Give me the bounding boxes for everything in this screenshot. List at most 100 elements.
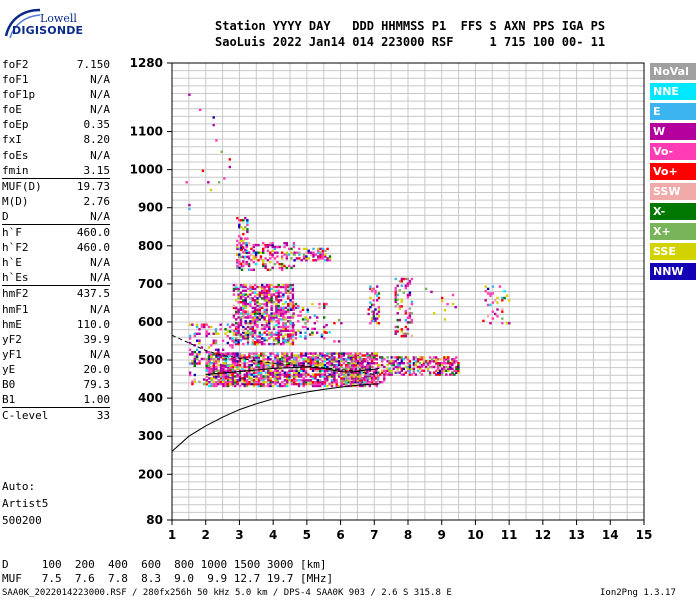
- echo-point: [373, 352, 376, 355]
- echo-point: [508, 299, 511, 302]
- echo-point: [260, 375, 263, 378]
- echo-point: [208, 354, 211, 357]
- echo-point: [270, 312, 273, 315]
- echo-point: [265, 293, 269, 296]
- echo-point: [268, 331, 271, 334]
- echo-point: [404, 334, 407, 338]
- echo-point: [237, 312, 240, 315]
- echo-point: [244, 310, 247, 313]
- echo-point: [366, 369, 369, 372]
- echo-point: [354, 369, 357, 372]
- echo-point: [381, 358, 384, 361]
- echo-point: [286, 356, 289, 359]
- echo-point: [304, 322, 307, 325]
- param-value: 460.0: [76, 226, 110, 240]
- echo-point: [323, 331, 327, 334]
- param-value: 2.76: [83, 194, 111, 208]
- echo-point: [424, 365, 428, 369]
- echo-point: [221, 373, 225, 377]
- echo-point: [229, 373, 232, 376]
- echo-point: [264, 363, 268, 367]
- echo-point: [245, 245, 248, 249]
- echo-point: [229, 378, 232, 381]
- echo-point: [342, 354, 345, 357]
- echo-point: [404, 371, 407, 374]
- echo-point: [242, 316, 245, 319]
- echo-point: [244, 304, 247, 308]
- echo-point: [232, 289, 236, 292]
- echo-point: [304, 379, 308, 382]
- echo-point: [307, 382, 310, 386]
- echo-point: [398, 307, 401, 310]
- echo-point: [188, 323, 192, 326]
- echo-point: [258, 331, 261, 334]
- echo-point: [345, 384, 348, 388]
- echo-point: [253, 323, 257, 327]
- echo-point: [279, 295, 283, 298]
- echo-point: [350, 358, 354, 361]
- echo-point: [359, 373, 362, 376]
- echo-point: [381, 371, 384, 374]
- echo-point: [208, 371, 211, 374]
- echo-point: [408, 291, 412, 294]
- echo-point: [244, 320, 247, 323]
- echo-point: [294, 302, 298, 306]
- echo-point: [290, 382, 294, 386]
- echo-point: [274, 358, 277, 361]
- echo-point: [368, 375, 371, 378]
- echo-point: [309, 358, 312, 361]
- echo-point: [243, 377, 246, 380]
- echo-point: [231, 362, 235, 365]
- echo-point: [264, 381, 268, 384]
- echo-point: [234, 360, 237, 363]
- echo-point: [282, 327, 285, 331]
- echo-point: [291, 314, 295, 317]
- echo-point: [340, 369, 343, 372]
- echo-point: [232, 287, 236, 291]
- echo-point: [274, 363, 277, 367]
- echo-point: [217, 360, 220, 363]
- legend-item: NNW: [650, 263, 696, 280]
- echo-point: [217, 363, 220, 367]
- echo-point: [267, 358, 270, 361]
- echo-point: [276, 251, 279, 254]
- echo-point: [231, 373, 235, 376]
- param-row: hmF2 437.5: [2, 286, 110, 301]
- echo-point: [239, 297, 243, 300]
- echo-point: [201, 169, 205, 172]
- echo-point: [250, 367, 253, 371]
- echo-point: [256, 285, 259, 289]
- echo-point: [275, 314, 278, 317]
- y-tick-label: 1000: [130, 163, 163, 177]
- echo-point: [370, 360, 374, 363]
- echo-point: [400, 300, 403, 303]
- echo-point: [188, 93, 191, 96]
- echo-point: [283, 384, 286, 388]
- echo-point: [262, 352, 265, 355]
- echo-point: [264, 362, 268, 365]
- echo-point: [491, 301, 494, 304]
- echo-point: [301, 318, 305, 321]
- echo-point: [246, 312, 250, 315]
- echo-point: [249, 333, 252, 336]
- param-value: N/A: [90, 103, 110, 117]
- echo-point: [319, 369, 322, 372]
- echo-point: [286, 382, 289, 386]
- echo-point: [321, 382, 324, 386]
- echo-point: [358, 377, 362, 380]
- echo-point: [281, 369, 284, 372]
- echo-point: [396, 356, 399, 359]
- echo-point: [272, 316, 276, 319]
- echo-point: [253, 337, 257, 340]
- echo-point: [205, 334, 208, 338]
- echo-point: [354, 352, 357, 355]
- echo-point: [263, 331, 266, 334]
- legend-item: E: [650, 103, 696, 120]
- echo-point: [318, 306, 321, 310]
- echo-point: [281, 362, 284, 365]
- echo-point: [268, 297, 271, 300]
- echo-point: [350, 373, 354, 376]
- echo-point: [244, 226, 247, 229]
- echo-point: [250, 356, 253, 359]
- echo-point: [275, 306, 278, 310]
